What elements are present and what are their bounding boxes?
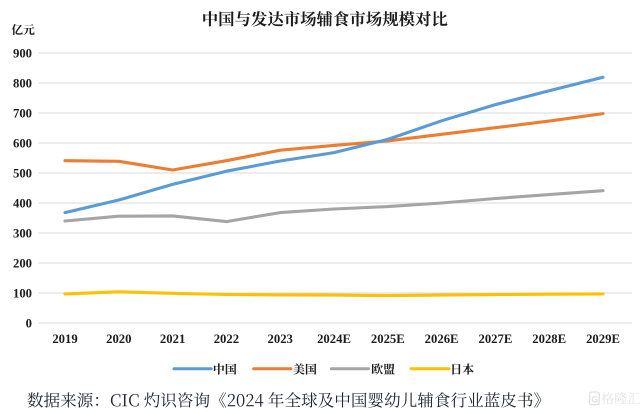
svg-text:2029E: 2029E [586,332,620,346]
svg-text:2020: 2020 [106,332,131,346]
svg-text:100: 100 [13,286,32,300]
svg-text:2024E: 2024E [317,332,351,346]
svg-text:2021: 2021 [160,332,185,346]
svg-text:700: 700 [13,106,32,120]
svg-text:2023: 2023 [268,332,293,346]
svg-text:G: G [591,394,598,404]
svg-text:2028E: 2028E [532,332,566,346]
svg-text:2022: 2022 [214,332,239,346]
svg-text:600: 600 [13,136,32,150]
svg-text:900: 900 [13,46,32,60]
svg-text:800: 800 [13,76,32,90]
svg-text:2025E: 2025E [371,332,405,346]
svg-text:200: 200 [13,256,32,270]
svg-text:2026E: 2026E [425,332,459,346]
svg-text:300: 300 [13,226,32,240]
svg-text:2019: 2019 [52,332,77,346]
svg-text:500: 500 [13,166,32,180]
svg-text:2027E: 2027E [478,332,512,346]
svg-text:400: 400 [13,196,32,210]
svg-text:0: 0 [26,316,32,330]
